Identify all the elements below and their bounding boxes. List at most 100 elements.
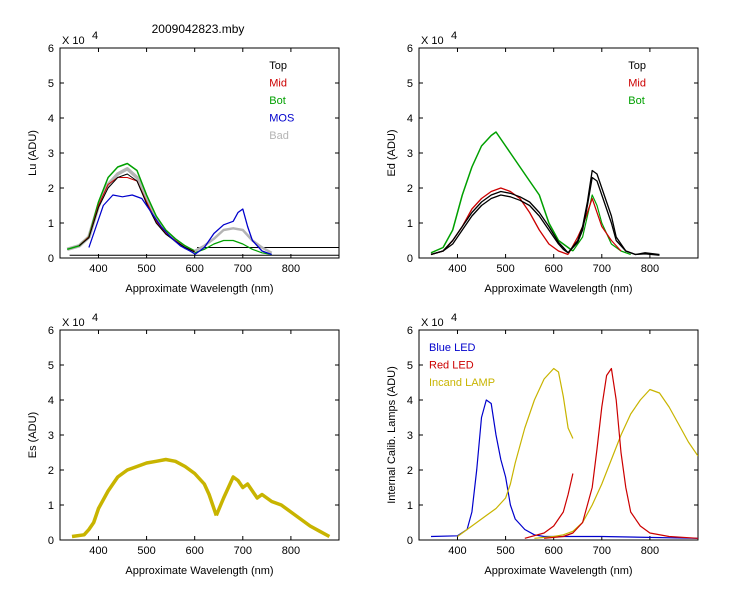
y-tick-label: 1 — [48, 218, 54, 230]
y-multiplier-label: X 10 — [62, 35, 85, 47]
series-group — [71, 457, 331, 539]
x-tick-label: 700 — [234, 545, 252, 557]
legend-entry: MOS — [269, 113, 294, 125]
legend-entry: Mid — [628, 78, 646, 90]
legend-entry: Blue LED — [429, 342, 476, 354]
series-line — [567, 176, 660, 256]
chart-ed: 400 500 600 700 800 0 1 2 3 4 5 6 X 10 4 Approximate W… — [386, 30, 699, 295]
y-tick-label: 3 — [48, 148, 54, 160]
y-multiplier-label: X 10 — [62, 317, 85, 329]
y-multiplier-exponent: 4 — [451, 312, 457, 324]
legend-entry: Bot — [269, 95, 286, 107]
y-axis-label: Ed (ADU) — [386, 129, 398, 176]
series-line — [534, 388, 698, 539]
y-tick-label: 0 — [407, 253, 413, 265]
plot-frame — [59, 329, 340, 541]
series-line — [567, 169, 660, 256]
y-tick-label: 0 — [48, 535, 54, 547]
y-tick-label: 6 — [407, 325, 413, 337]
plot-frame — [418, 47, 699, 259]
y-tick-label: 4 — [48, 113, 54, 125]
legend-entry: Bot — [628, 95, 645, 107]
y-multiplier-exponent: 4 — [451, 30, 457, 42]
series-group — [430, 131, 660, 256]
y-tick-label: 4 — [48, 395, 54, 407]
series-line — [430, 194, 569, 256]
y-tick-label: 2 — [48, 183, 54, 195]
y-tick-label: 4 — [407, 113, 413, 125]
y-tick-label: 1 — [407, 500, 413, 512]
y-tick-label: 5 — [407, 78, 413, 90]
x-axis-label: Approximate Wavelength (nm) — [125, 565, 273, 577]
x-tick-label: 600 — [545, 545, 563, 557]
x-tick-label: 700 — [593, 263, 611, 275]
legend-entry: Incand LAMP — [429, 377, 495, 389]
x-tick-label: 800 — [282, 263, 300, 275]
x-tick-label: 400 — [448, 263, 466, 275]
y-tick-label: 1 — [407, 218, 413, 230]
y-multiplier-exponent: 4 — [92, 30, 98, 42]
x-axis-label: Approximate Wavelength (nm) — [484, 565, 632, 577]
y-tick-label: 2 — [48, 465, 54, 477]
series-line — [567, 197, 622, 255]
x-tick-label: 600 — [186, 263, 204, 275]
figure-title: 2009042823.mby — [152, 22, 245, 36]
x-tick-label: 700 — [234, 263, 252, 275]
x-tick-label: 600 — [545, 263, 563, 275]
chart-lamps: 400 500 600 700 800 0 1 2 3 4 5 6 X 10 4 Approximate W… — [386, 312, 699, 577]
x-tick-label: 800 — [282, 545, 300, 557]
series-line — [544, 367, 698, 539]
y-tick-label: 6 — [48, 43, 54, 55]
x-tick-label: 500 — [137, 263, 155, 275]
x-tick-label: 800 — [641, 263, 659, 275]
x-tick-label: 500 — [496, 545, 514, 557]
y-tick-label: 2 — [407, 465, 413, 477]
y-axis-label: Lu (ADU) — [27, 130, 39, 176]
legend-entry: Top — [628, 60, 646, 72]
series-line — [214, 475, 331, 539]
x-tick-label: 400 — [89, 545, 107, 557]
legend-entry: Mid — [269, 78, 287, 90]
x-tick-label: 800 — [641, 545, 659, 557]
series-line — [194, 208, 272, 256]
chart-es: 400 500 600 700 800 0 1 2 3 4 5 6 X 10 4 Approximate W… — [27, 312, 340, 577]
series-group — [66, 162, 339, 256]
x-tick-label: 400 — [448, 545, 466, 557]
series-line — [430, 399, 698, 539]
y-tick-label: 3 — [48, 430, 54, 442]
x-tick-label: 700 — [593, 545, 611, 557]
chart-lu: 400 500 600 700 800 0 1 2 3 4 5 6 X 10 4 Approximate W… — [27, 30, 340, 295]
y-multiplier-label: X 10 — [421, 35, 444, 47]
x-tick-label: 500 — [137, 545, 155, 557]
series-line — [71, 457, 218, 539]
x-tick-label: 600 — [186, 545, 204, 557]
y-tick-label: 3 — [407, 148, 413, 160]
y-multiplier-label: X 10 — [421, 317, 444, 329]
series-line — [430, 190, 569, 256]
series-line — [430, 131, 574, 254]
y-tick-label: 3 — [407, 430, 413, 442]
y-tick-label: 4 — [407, 395, 413, 407]
legend-entry: Bad — [269, 130, 289, 142]
y-axis-label: Es (ADU) — [27, 412, 39, 458]
series-line — [572, 194, 631, 256]
legend-entry: Top — [269, 60, 287, 72]
y-tick-label: 5 — [48, 360, 54, 372]
y-tick-label: 0 — [407, 535, 413, 547]
legend-entry: Red LED — [429, 360, 474, 372]
x-tick-label: 400 — [89, 263, 107, 275]
y-tick-label: 2 — [407, 183, 413, 195]
series-line — [88, 194, 196, 255]
y-tick-label: 6 — [407, 43, 413, 55]
x-axis-label: Approximate Wavelength (nm) — [125, 283, 273, 295]
y-tick-label: 5 — [48, 78, 54, 90]
series-line — [194, 239, 272, 256]
y-axis-label: Internal Calib. Lamps (ADU) — [386, 366, 398, 504]
x-axis-label: Approximate Wavelength (nm) — [484, 283, 632, 295]
series-line — [457, 367, 574, 537]
series-line — [524, 473, 574, 539]
y-tick-label: 6 — [48, 325, 54, 337]
series-group — [430, 367, 698, 539]
y-tick-label: 1 — [48, 500, 54, 512]
